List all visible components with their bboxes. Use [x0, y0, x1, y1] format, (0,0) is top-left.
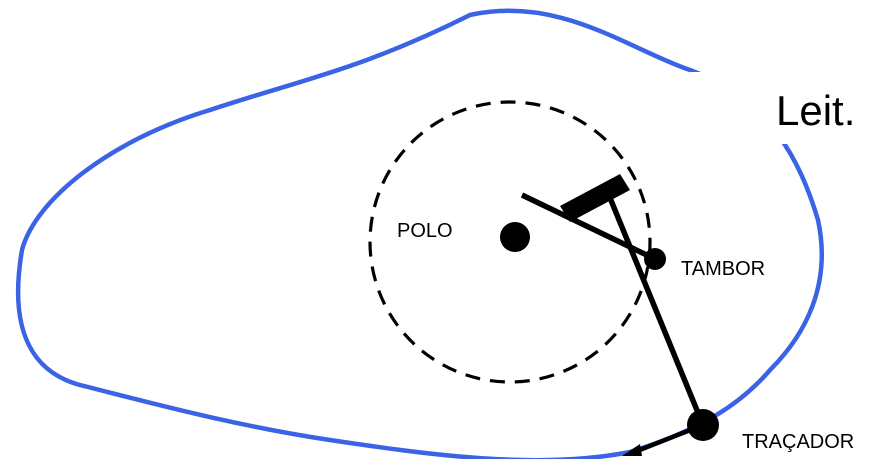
pole-point: [500, 222, 530, 252]
region-boundary: [15, 8, 824, 459]
reading-label: Leit.: [776, 87, 855, 134]
drum-label: TAMBOR: [681, 258, 765, 280]
reading-label-backdrop: [690, 72, 872, 144]
measuring-carriage: [560, 174, 630, 222]
tracer-arm: [605, 191, 706, 427]
pole-label: POLO: [397, 220, 453, 242]
drum-point: [644, 248, 666, 270]
tracer-pointer-arrowhead: [622, 444, 642, 456]
tracer-point: [687, 409, 719, 441]
tracer-label: TRAÇADOR: [742, 431, 854, 453]
pole-arm-circle: [368, 100, 652, 384]
